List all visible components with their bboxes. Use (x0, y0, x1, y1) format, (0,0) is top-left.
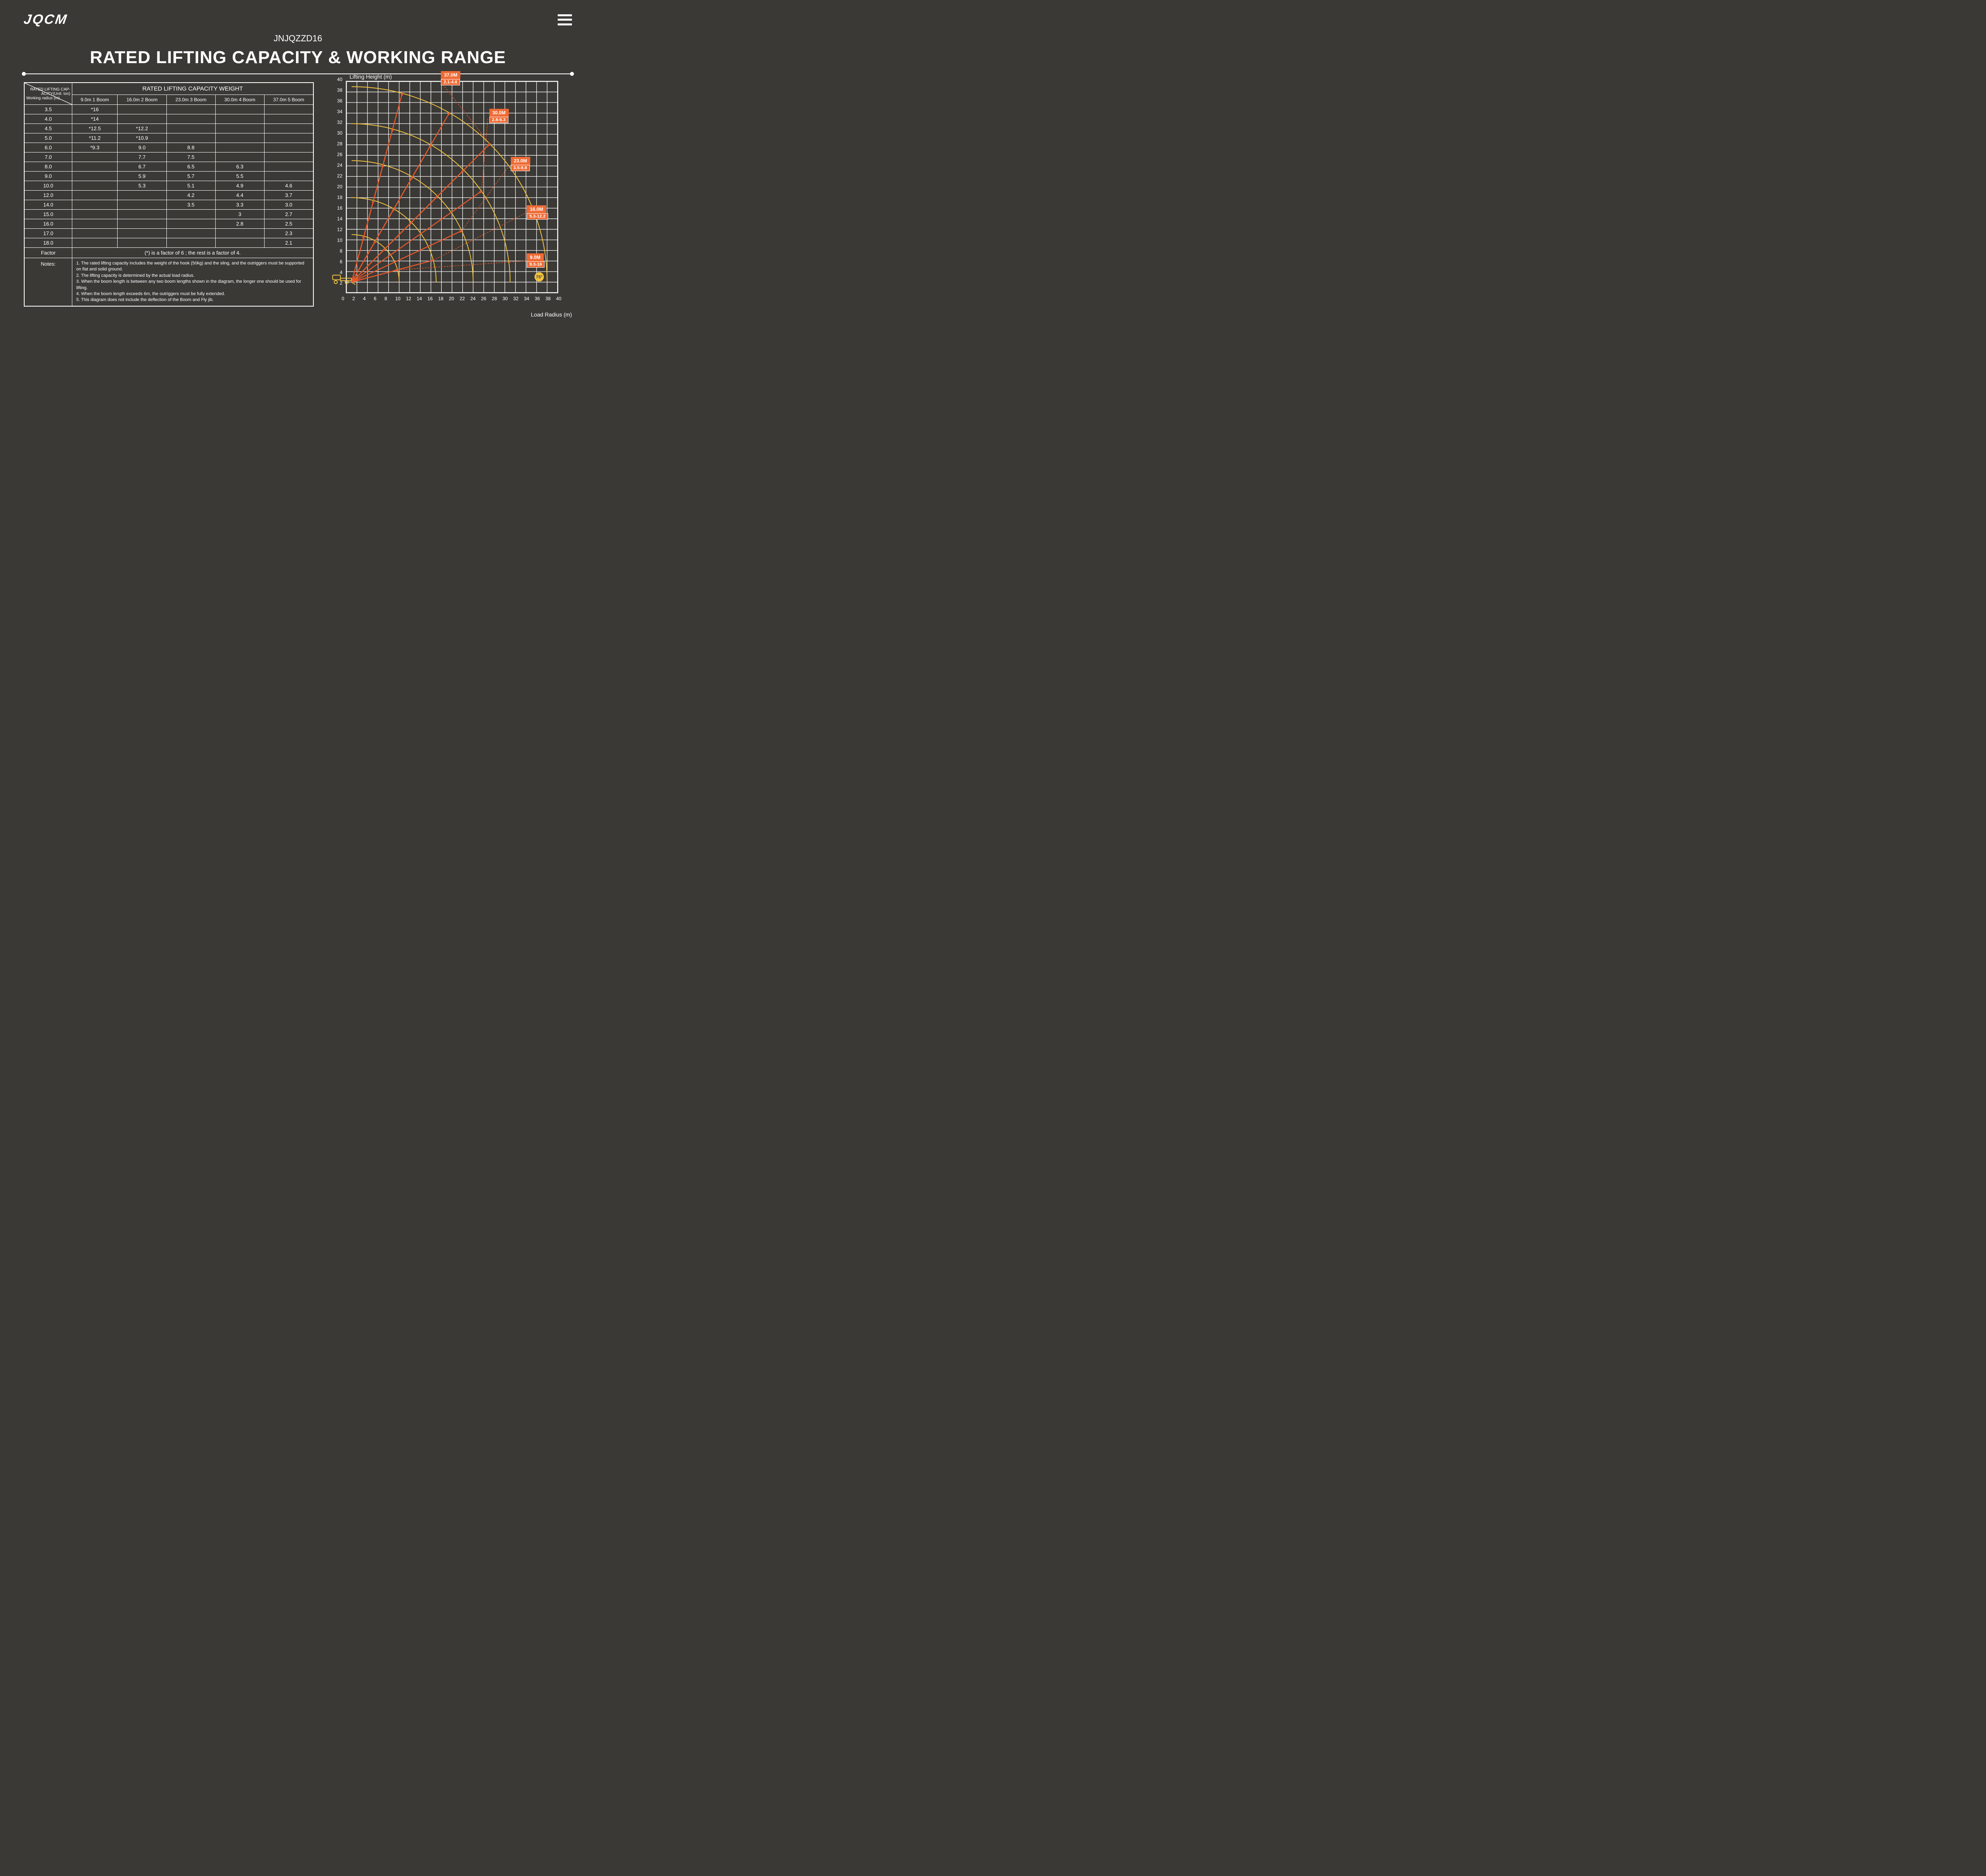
title-divider (24, 73, 572, 74)
model-code: JNJQZZD16 (0, 33, 596, 44)
svg-text:75°: 75° (536, 275, 542, 280)
capacity-table: RATED LIFTING CAP-ACITY(Unit: ton) Worki… (24, 82, 314, 307)
chart-y-label: Lifting Height (m) (350, 73, 392, 80)
page-title: RATED LIFTING CAPACITY & WORKING RANGE (0, 48, 596, 68)
logo: JQCM (23, 12, 69, 27)
menu-icon[interactable] (558, 14, 572, 25)
chart-x-label: Load Radius (m) (531, 311, 572, 318)
working-range-chart: Lifting Height (m) 75°246810121416182022… (326, 82, 572, 307)
